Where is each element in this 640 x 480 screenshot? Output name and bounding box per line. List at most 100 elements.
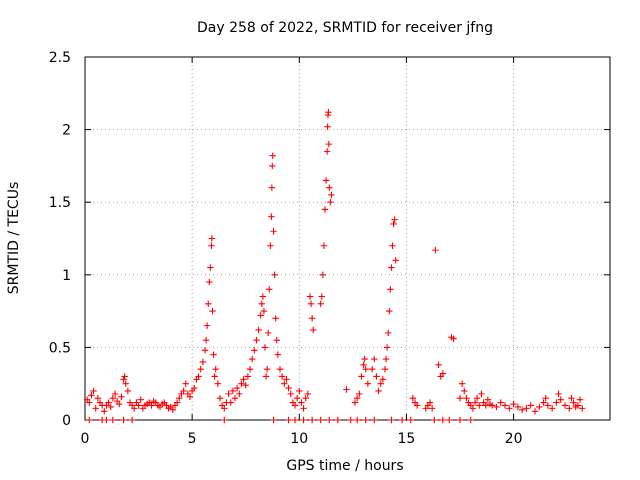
data-point xyxy=(358,373,365,380)
data-point xyxy=(278,373,286,380)
data-point xyxy=(300,416,307,424)
data-point xyxy=(343,386,350,393)
data-point xyxy=(326,416,333,424)
data-point xyxy=(208,235,216,242)
data-point xyxy=(296,387,303,395)
data-point xyxy=(319,271,327,278)
data-point xyxy=(210,351,217,358)
data-point xyxy=(307,300,315,308)
data-point xyxy=(514,403,522,411)
data-point xyxy=(362,416,369,424)
data-point xyxy=(383,344,391,351)
data-point xyxy=(381,365,389,373)
x-tick-label: 15 xyxy=(398,431,416,447)
data-point xyxy=(124,387,132,395)
data-point xyxy=(482,402,489,409)
data-point xyxy=(310,326,317,334)
data-point xyxy=(268,213,275,220)
data-point xyxy=(334,416,342,424)
data-point xyxy=(86,416,93,424)
data-point xyxy=(325,140,333,148)
data-point xyxy=(262,373,270,380)
data-point xyxy=(128,416,136,424)
data-point xyxy=(379,376,387,383)
grid xyxy=(85,57,610,420)
data-point xyxy=(308,416,316,424)
data-point xyxy=(553,399,560,406)
data-point xyxy=(371,355,378,363)
data-point xyxy=(267,242,274,249)
data-point xyxy=(238,380,245,387)
data-point xyxy=(382,355,390,363)
data-point xyxy=(351,399,359,406)
data-point xyxy=(276,365,284,373)
data-point xyxy=(456,395,464,402)
data-point xyxy=(182,380,189,387)
data-point xyxy=(540,399,547,406)
data-point xyxy=(317,300,324,308)
data-point xyxy=(428,405,436,412)
data-point xyxy=(273,336,280,344)
data-point xyxy=(353,395,361,402)
data-point xyxy=(409,395,417,402)
data-point xyxy=(120,416,127,424)
data-point xyxy=(510,400,517,408)
data-point xyxy=(281,380,288,387)
data-point xyxy=(458,380,466,387)
data-point xyxy=(107,403,114,411)
x-tick-labels: 0 5 10 15 20 xyxy=(81,431,523,447)
data-point xyxy=(298,399,305,406)
data-point xyxy=(116,400,123,408)
data-point xyxy=(225,390,232,398)
data-point xyxy=(203,322,211,329)
data-point xyxy=(531,408,539,415)
data-point xyxy=(122,380,129,387)
data-point xyxy=(257,312,264,319)
data-point xyxy=(318,293,325,300)
data-point xyxy=(103,416,110,424)
data-point xyxy=(570,399,577,406)
data-point xyxy=(251,347,258,354)
data-point xyxy=(431,416,438,424)
data-point xyxy=(574,402,582,409)
data-point xyxy=(90,387,97,395)
data-point xyxy=(270,416,277,424)
data-point xyxy=(347,416,354,424)
data-point xyxy=(212,365,219,373)
data-point xyxy=(246,365,254,373)
y-tick-label: 0.5 xyxy=(49,340,71,356)
data-point xyxy=(285,384,292,392)
y-tick-label: 1 xyxy=(62,268,71,284)
data-point xyxy=(527,402,534,409)
data-point xyxy=(131,405,138,412)
data-point xyxy=(242,381,249,389)
data-point xyxy=(233,384,241,392)
data-point xyxy=(88,392,95,399)
data-point xyxy=(271,271,278,278)
y-tick-labels: 0 0.5 1 1.5 2 2.5 xyxy=(49,50,71,429)
data-point xyxy=(385,329,392,337)
data-point xyxy=(231,395,239,402)
data-point xyxy=(208,242,215,249)
data-point xyxy=(388,416,395,424)
data-point xyxy=(506,405,513,412)
data-point xyxy=(360,361,367,369)
data-point xyxy=(435,361,442,369)
data-point xyxy=(268,184,276,191)
data-point xyxy=(373,373,380,380)
data-point xyxy=(413,402,421,409)
data-point xyxy=(327,199,334,206)
data-point xyxy=(326,184,333,191)
data-point xyxy=(121,373,128,380)
data-point xyxy=(578,405,586,412)
data-point xyxy=(253,336,260,344)
chart-title: Day 258 of 2022, SRMTID for receiver jfn… xyxy=(197,20,493,36)
data-point xyxy=(407,416,414,424)
data-point xyxy=(488,402,496,409)
data-point xyxy=(501,402,509,409)
data-point xyxy=(272,315,279,322)
data-point xyxy=(566,405,573,412)
data-point xyxy=(375,387,382,395)
data-point xyxy=(392,257,399,264)
data-point xyxy=(135,402,142,409)
